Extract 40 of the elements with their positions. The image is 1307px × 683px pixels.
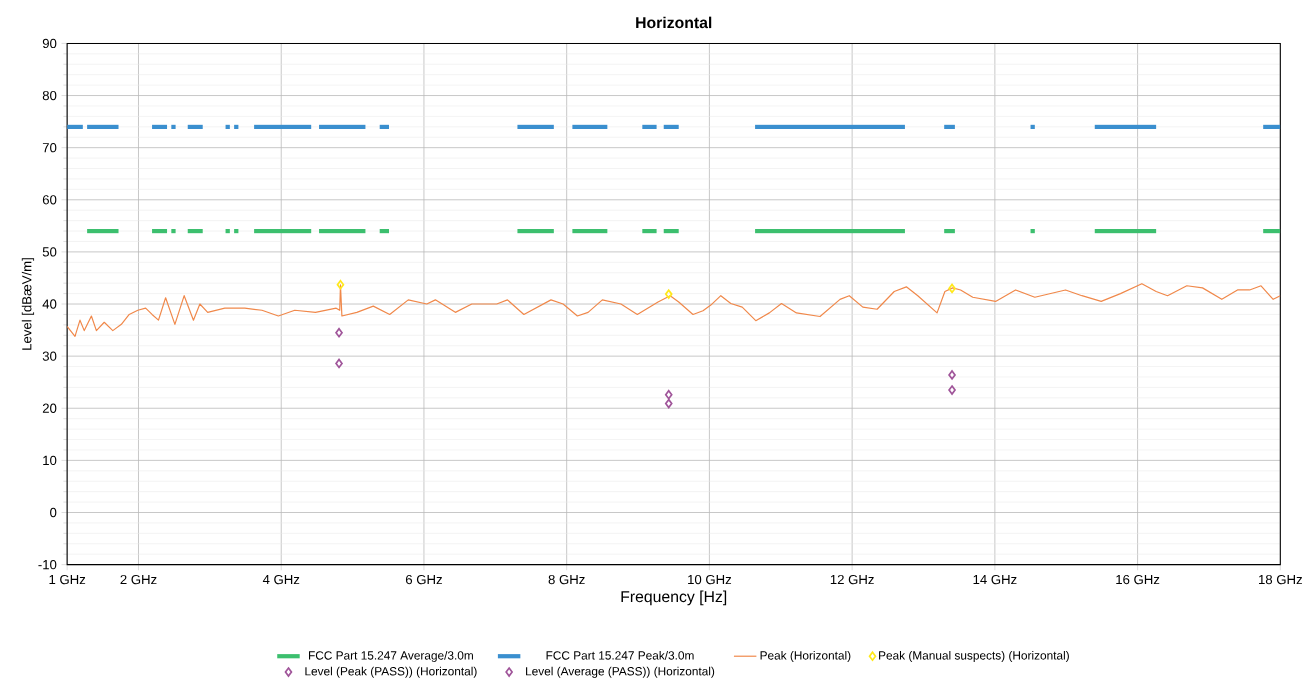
point: [664, 398, 673, 409]
chart-title: Horizontal: [636, 16, 712, 29]
point: [336, 280, 345, 290]
y-tick-label: 40: [42, 299, 57, 309]
x-tick-label: 18 GHz: [1259, 575, 1302, 585]
x-tick-label: 4 GHz: [262, 575, 300, 585]
x-tick-label: 16 GHz: [1116, 575, 1160, 585]
point: [335, 328, 343, 338]
x-tick-label: 6 GHz: [405, 575, 442, 585]
x-tick-label: 1 GHz: [49, 575, 86, 585]
point: [664, 390, 673, 400]
y-tick-label: 10: [43, 455, 57, 466]
y-tick-label: 0: [50, 508, 57, 518]
y-axis-title: Level [dBæV/m]: [21, 258, 35, 350]
x-tick-label: 10 GHz: [688, 575, 732, 585]
x-tick-label: 12 GHz: [830, 575, 874, 585]
y-tick-label: 80: [42, 91, 57, 101]
legend-label: FCC Part 15.247 Average/3.0m: [309, 651, 473, 663]
point: [664, 289, 673, 300]
x-axis-title: Frequency [Hz]: [621, 590, 727, 606]
line-series: [67, 283, 1281, 338]
point: [948, 370, 956, 380]
x-tick-label: 2 GHz: [120, 575, 157, 585]
point: [948, 283, 956, 294]
y-tick-label: 20: [42, 403, 57, 414]
y-tick-label: 50: [42, 247, 57, 257]
y-tick-label: 70: [42, 143, 57, 153]
x-tick-label: 14 GHz: [973, 575, 1017, 585]
y-tick-label: -10: [38, 560, 57, 570]
y-tick-label: 30: [42, 351, 57, 361]
point: [948, 385, 956, 396]
legend-label: Level (Peak (PASS)) (Horizontal): [305, 666, 477, 678]
legend-label: Level (Average (PASS)) (Horizontal): [526, 666, 715, 678]
y-tick-label: 60: [42, 195, 57, 205]
legend-label: Peak (Horizontal): [760, 651, 851, 663]
legend-label: Peak (Manual suspects) (Horizontal): [879, 651, 1069, 663]
y-tick-label: 90: [42, 38, 57, 49]
x-tick-label: 8 GHz: [548, 575, 585, 585]
legend-label: FCC Part 15.247 Peak/3.0m: [546, 651, 694, 660]
point: [335, 358, 343, 369]
